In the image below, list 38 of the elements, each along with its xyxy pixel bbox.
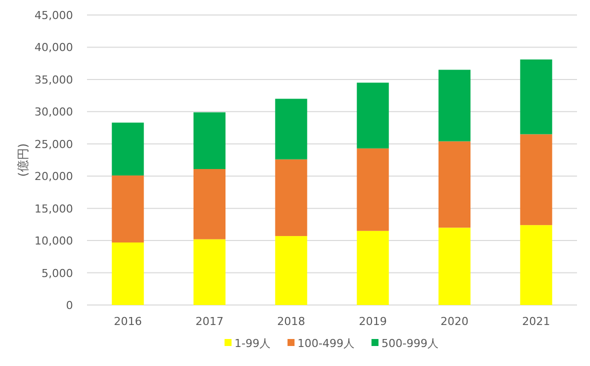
y-tick-label: 30,000 (34, 106, 73, 119)
bar (520, 59, 552, 134)
y-tick-label: 15,000 (34, 202, 73, 216)
bar (438, 228, 470, 305)
bar (438, 70, 470, 142)
bar (520, 225, 552, 305)
y-tick-label: 25,000 (34, 138, 73, 151)
bar (194, 239, 226, 305)
bar (194, 169, 226, 240)
y-axis-title: (億円) (16, 143, 30, 177)
bar (194, 112, 226, 170)
y-tick-label: 40,000 (34, 41, 73, 54)
x-tick-label: 2016 (114, 315, 142, 328)
x-tick-label: 2019 (358, 315, 387, 328)
bar (275, 98, 308, 160)
bar (112, 122, 144, 176)
bar (275, 236, 308, 305)
legend-label: 1-99人 (234, 337, 271, 350)
y-tick-label: 5,000 (42, 266, 73, 280)
x-tick-label: 2021 (522, 315, 550, 328)
bar (112, 242, 144, 305)
bar (356, 82, 389, 148)
y-tick-label: 45,000 (34, 9, 73, 22)
bar (356, 230, 389, 305)
bar (520, 134, 552, 226)
bar (275, 159, 308, 236)
bar (438, 141, 470, 228)
bar (112, 175, 144, 242)
y-tick-label: 20,000 (34, 170, 73, 184)
x-tick-label: 2020 (440, 315, 468, 328)
bar (356, 148, 389, 231)
legend-label: 500-999人 (381, 337, 438, 350)
x-tick-label: 2018 (277, 315, 306, 328)
y-tick-label: 0 (66, 299, 73, 312)
x-tick-label: 2017 (196, 315, 224, 328)
y-tick-label: 35,000 (34, 73, 73, 86)
legend-label: 100-499人 (298, 337, 354, 350)
y-tick-label: 10,000 (34, 234, 73, 248)
